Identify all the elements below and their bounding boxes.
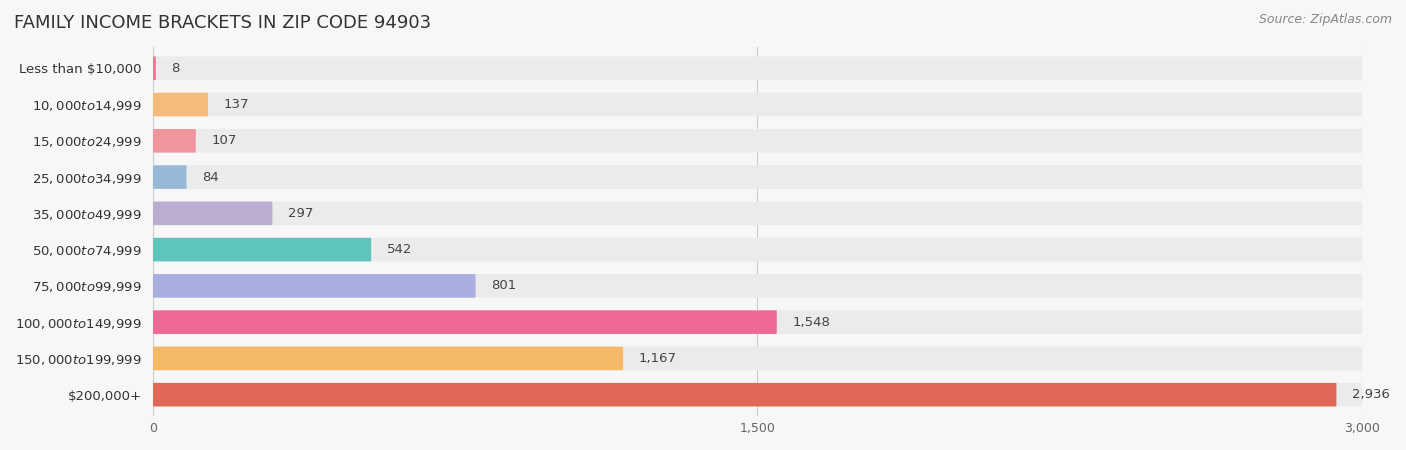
Text: 107: 107 [211,134,236,147]
Text: 1,548: 1,548 [793,315,831,328]
FancyBboxPatch shape [153,346,623,370]
Text: 137: 137 [224,98,249,111]
FancyBboxPatch shape [153,165,1362,189]
Text: 2,936: 2,936 [1353,388,1391,401]
FancyBboxPatch shape [153,274,1362,297]
FancyBboxPatch shape [153,310,776,334]
FancyBboxPatch shape [153,165,187,189]
Text: 8: 8 [172,62,180,75]
FancyBboxPatch shape [153,129,195,153]
FancyBboxPatch shape [153,129,1362,153]
Text: 542: 542 [387,243,412,256]
Text: 84: 84 [202,171,219,184]
FancyBboxPatch shape [153,310,1362,334]
FancyBboxPatch shape [153,346,1362,370]
FancyBboxPatch shape [153,93,208,116]
Text: FAMILY INCOME BRACKETS IN ZIP CODE 94903: FAMILY INCOME BRACKETS IN ZIP CODE 94903 [14,14,432,32]
FancyBboxPatch shape [153,238,1362,261]
Text: 297: 297 [288,207,314,220]
FancyBboxPatch shape [153,202,1362,225]
FancyBboxPatch shape [153,238,371,261]
FancyBboxPatch shape [153,202,273,225]
FancyBboxPatch shape [153,274,475,297]
FancyBboxPatch shape [153,383,1336,406]
Text: 1,167: 1,167 [638,352,676,365]
FancyBboxPatch shape [153,56,1362,80]
Text: 801: 801 [491,279,516,292]
FancyBboxPatch shape [153,56,156,80]
FancyBboxPatch shape [153,383,1362,406]
Text: Source: ZipAtlas.com: Source: ZipAtlas.com [1258,14,1392,27]
FancyBboxPatch shape [153,93,1362,116]
